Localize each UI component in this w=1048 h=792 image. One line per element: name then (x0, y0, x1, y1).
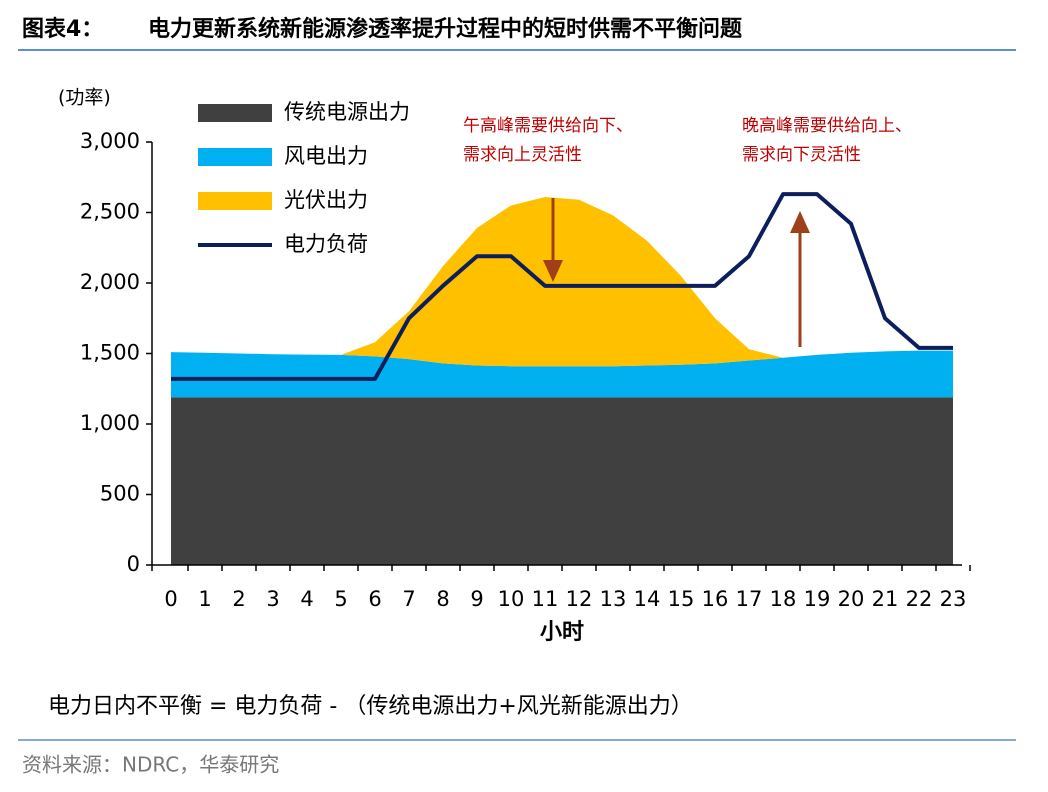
x-tick-label: 6 (368, 587, 381, 611)
x-tick-label: 9 (470, 587, 483, 611)
x-tick-label: 10 (498, 587, 525, 611)
figure-label: 图表4： (22, 17, 103, 42)
x-tick-label: 11 (532, 587, 559, 611)
area (171, 196, 953, 367)
x-tick-label: 2 (232, 587, 245, 611)
y-tick-label: 1,000 (80, 411, 140, 435)
x-tick-label: 16 (702, 587, 729, 611)
legend-label: 电力负荷 (284, 232, 368, 256)
legend-label: 风电出力 (284, 144, 368, 168)
x-tick-label: 15 (668, 587, 695, 611)
x-tick-label: 19 (804, 587, 831, 611)
y-tick-label: 500 (100, 482, 140, 506)
annotation: 午高峰需要供给向下、 (463, 116, 633, 136)
y-tick-label: 1,500 (80, 341, 140, 365)
y-tick-label: 0 (127, 552, 140, 576)
x-tick-label: 5 (334, 587, 347, 611)
area (171, 397, 953, 565)
y-axis-label: (功率) (58, 87, 111, 109)
arrow-head (790, 211, 810, 233)
annotation: 需求向上灵活性 (463, 145, 582, 165)
x-tick-label: 23 (940, 587, 967, 611)
x-tick-label: 14 (634, 587, 661, 611)
legend-swatch (198, 148, 272, 166)
x-tick-label: 17 (736, 587, 763, 611)
y-tick-label: 3,000 (80, 129, 140, 153)
legend-swatch (198, 192, 272, 210)
x-tick-label: 4 (300, 587, 313, 611)
annotation: 需求向下灵活性 (742, 145, 861, 165)
legend-swatch (198, 104, 272, 122)
chart-title: 电力更新系统新能源渗透率提升过程中的短时供需不平衡问题 (148, 16, 743, 42)
x-tick-label: 20 (838, 587, 865, 611)
x-axis-label: 小时 (540, 620, 584, 645)
y-tick-label: 2,000 (80, 270, 140, 294)
annotation: 晚高峰需要供给向上、 (742, 116, 912, 136)
x-tick-label: 22 (906, 587, 933, 611)
note: 电力日内不平衡 = 电力负荷 - （传统电源出力+风光新能源出力） (48, 694, 693, 719)
x-tick-label: 0 (164, 587, 177, 611)
x-tick-label: 8 (436, 587, 449, 611)
line (171, 192, 953, 381)
x-tick-label: 13 (600, 587, 627, 611)
source: 资料来源：NDRC，华泰研究 (22, 753, 279, 777)
legend-label: 光伏出力 (284, 188, 368, 212)
x-tick-label: 12 (566, 587, 593, 611)
x-tick-label: 7 (402, 587, 415, 611)
x-tick-label: 21 (872, 587, 899, 611)
x-tick-label: 3 (266, 587, 279, 611)
arrow-head (543, 260, 563, 282)
x-tick-label: 1 (198, 587, 211, 611)
x-tick-label: 18 (770, 587, 797, 611)
area (171, 350, 953, 398)
y-tick-label: 2,500 (80, 200, 140, 224)
legend-label: 传统电源出力 (284, 100, 410, 124)
